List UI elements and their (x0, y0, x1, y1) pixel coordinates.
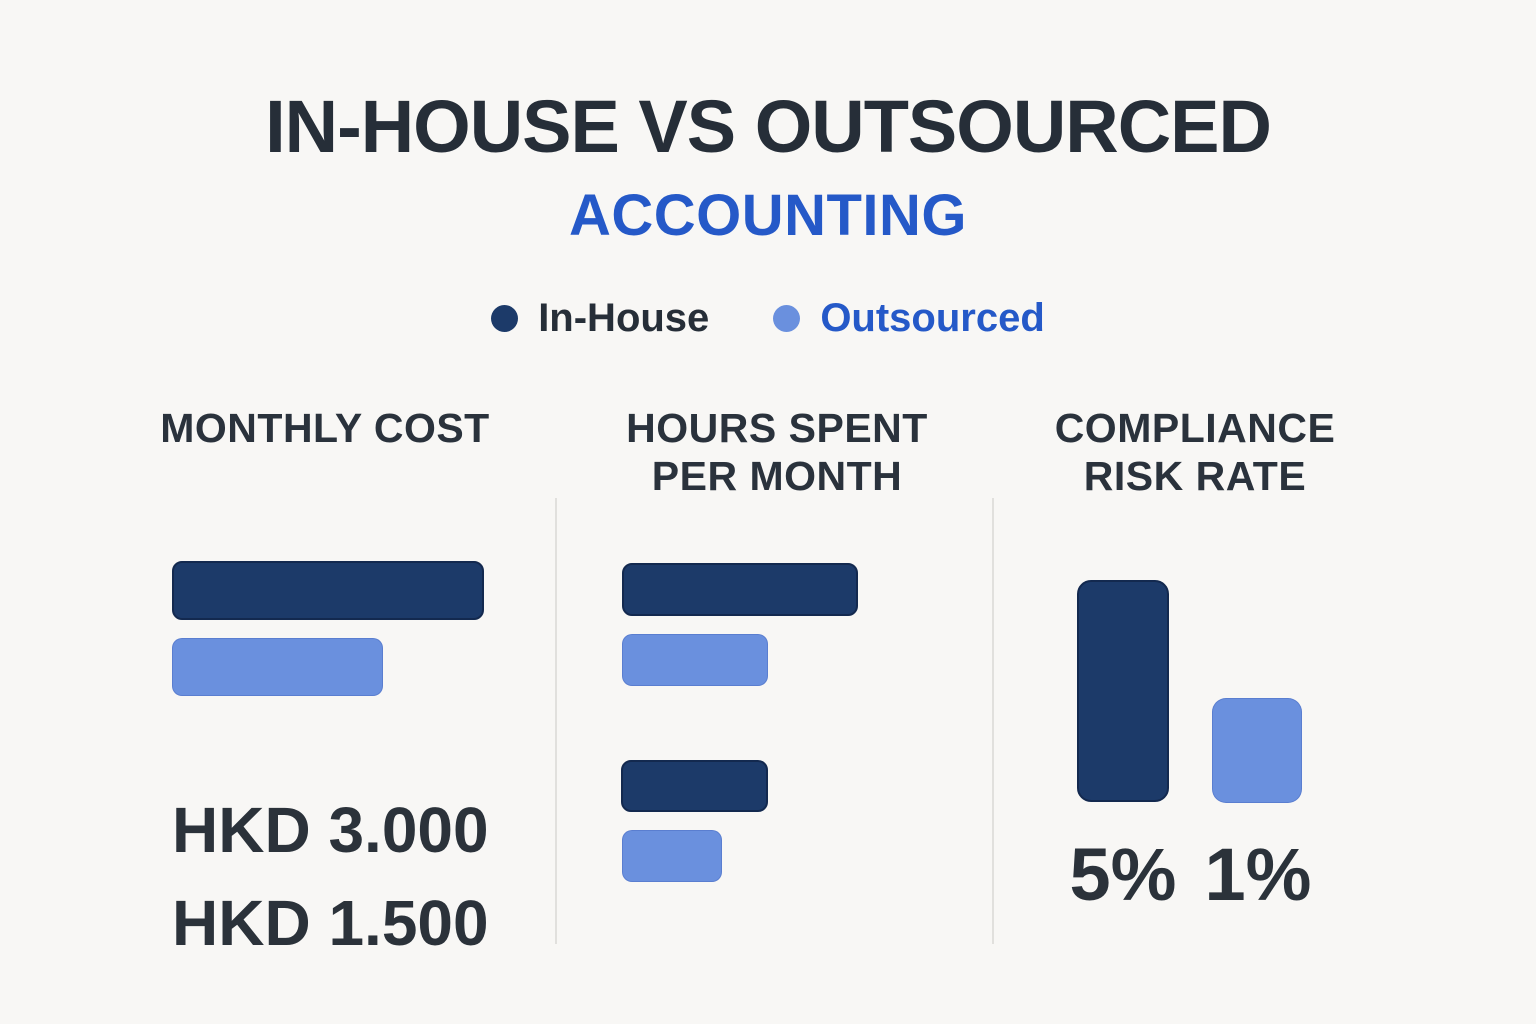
column-header-hours-spent: HOURS SPENT PER MONTH (557, 404, 997, 500)
page-title: IN-HOUSE VS OUTSOURCED (265, 85, 1272, 168)
hours-outsourced-bar-large (622, 634, 768, 686)
in-house-legend-dot-icon (491, 305, 519, 332)
column-header-line: COMPLIANCE (1054, 405, 1336, 451)
monthly-cost-outsourced-bar (172, 638, 383, 696)
column-divider (555, 498, 557, 944)
page-subtitle: ACCOUNTING (568, 183, 968, 248)
legend-item-in-house: In-House (491, 296, 709, 341)
monthly-cost-in-house-bar (172, 561, 484, 620)
hours-in-house-bar-small (621, 760, 768, 812)
column-header-line: MONTHLY COST (160, 405, 490, 451)
hours-in-house-bar-large (622, 563, 858, 616)
legend-label-in-house: In-House (538, 296, 710, 340)
compliance-outsourced-bar (1212, 698, 1302, 803)
column-header-line: PER MONTH (651, 453, 903, 499)
column-header-line: HOURS SPENT (626, 405, 928, 451)
compliance-in-house-value: 5% (1069, 833, 1177, 916)
monthly-cost-outsourced-value: HKD 1.500 (172, 887, 489, 959)
column-header-line: RISK RATE (1083, 453, 1307, 499)
outsourced-legend-dot-icon (773, 305, 801, 332)
legend-item-outsourced: Outsourced (773, 296, 1045, 341)
compliance-outsourced-value: 1% (1204, 833, 1312, 916)
column-header-monthly-cost: MONTHLY COST (100, 404, 550, 452)
legend: In-House Outsourced (0, 296, 1536, 341)
hours-outsourced-bar-small (622, 830, 722, 882)
column-divider (992, 498, 994, 944)
column-header-compliance-risk: COMPLIANCE RISK RATE (975, 404, 1415, 500)
legend-label-outsourced: Outsourced (820, 296, 1045, 340)
monthly-cost-in-house-value: HKD 3.000 (172, 794, 489, 866)
compliance-in-house-bar (1077, 580, 1169, 802)
